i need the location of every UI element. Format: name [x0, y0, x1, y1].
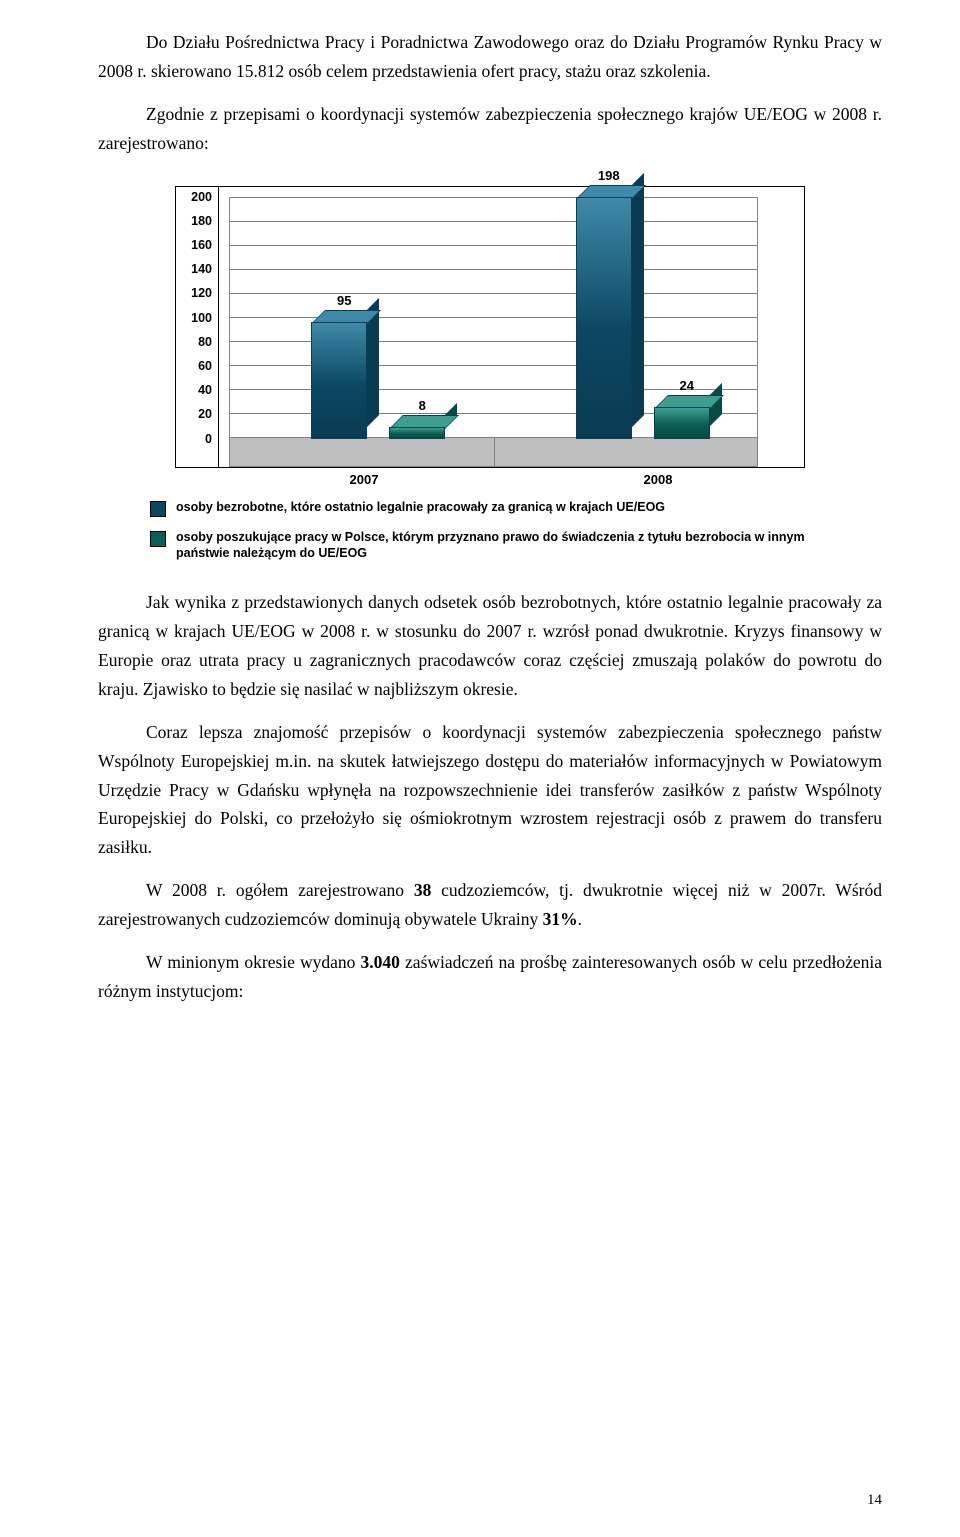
- x-label-1: 2008: [511, 468, 805, 487]
- chart-box: 020406080100120140160180200 95819824: [175, 186, 805, 468]
- bar: [654, 409, 708, 438]
- p6-part-a: W minionym okresie wydano: [146, 952, 361, 972]
- plot-area: 95819824: [219, 187, 804, 467]
- document-page: Do Działu Pośrednictwa Pracy i Poradnict…: [0, 0, 960, 1537]
- paragraph-3: Jak wynika z przedstawionych danych odse…: [98, 588, 882, 704]
- legend-item-2: osoby poszukujące pracy w Polsce, którym…: [150, 529, 830, 563]
- p5-bold-1: 38: [414, 880, 432, 900]
- p5-part-a: W 2008 r. ogółem zarejestrowano: [146, 880, 414, 900]
- y-tick: 200: [191, 190, 212, 204]
- y-tick: 100: [191, 311, 212, 325]
- y-tick: 120: [191, 286, 212, 300]
- legend-swatch-1: [150, 501, 166, 517]
- bar-value-label: 198: [598, 168, 620, 183]
- legend-swatch-2: [150, 531, 166, 547]
- y-tick: 0: [205, 432, 212, 446]
- y-axis: 0 20 40 60 80 100 120 140 160 180 200: [176, 187, 219, 467]
- registration-chart: 020406080100120140160180200 95819824 200…: [175, 186, 805, 487]
- page-number: 14: [867, 1492, 882, 1509]
- paragraph-6: W minionym okresie wydano 3.040 zaświadc…: [98, 948, 882, 1006]
- p5-part-c: .: [578, 909, 582, 929]
- legend-label-2: osoby poszukujące pracy w Polsce, którym…: [176, 529, 830, 563]
- chart-floor: [229, 437, 758, 467]
- floor-separator: [494, 438, 495, 466]
- bar-value-label: 8: [419, 398, 426, 413]
- x-label-0: 2007: [217, 468, 511, 487]
- bar: [576, 199, 630, 439]
- y-tick: 60: [198, 359, 212, 373]
- legend-label-1: osoby bezrobotne, które ostatnio legalni…: [176, 499, 665, 516]
- paragraph-2: Zgodnie z przepisami o koordynacji syste…: [98, 100, 882, 158]
- legend-item-1: osoby bezrobotne, które ostatnio legalni…: [150, 499, 830, 517]
- bar: [311, 324, 365, 439]
- bars-layer: 95819824: [229, 197, 758, 439]
- bar-value-label: 24: [680, 378, 694, 393]
- y-tick: 80: [198, 335, 212, 349]
- x-axis-labels: 2007 2008: [175, 468, 805, 487]
- y-tick: 40: [198, 383, 212, 397]
- paragraph-5: W 2008 r. ogółem zarejestrowano 38 cudzo…: [98, 876, 882, 934]
- p5-bold-2: 31%: [543, 909, 578, 929]
- y-tick: 160: [191, 238, 212, 252]
- bar-value-label: 95: [337, 293, 351, 308]
- y-tick: 20: [198, 407, 212, 421]
- chart-legend: osoby bezrobotne, które ostatnio legalni…: [150, 499, 830, 563]
- paragraph-1: Do Działu Pośrednictwa Pracy i Poradnict…: [98, 28, 882, 86]
- y-tick: 140: [191, 262, 212, 276]
- paragraph-4: Coraz lepsza znajomość przepisów o koord…: [98, 718, 882, 862]
- y-tick: 180: [191, 214, 212, 228]
- p6-bold: 3.040: [361, 952, 400, 972]
- bar: [389, 429, 443, 439]
